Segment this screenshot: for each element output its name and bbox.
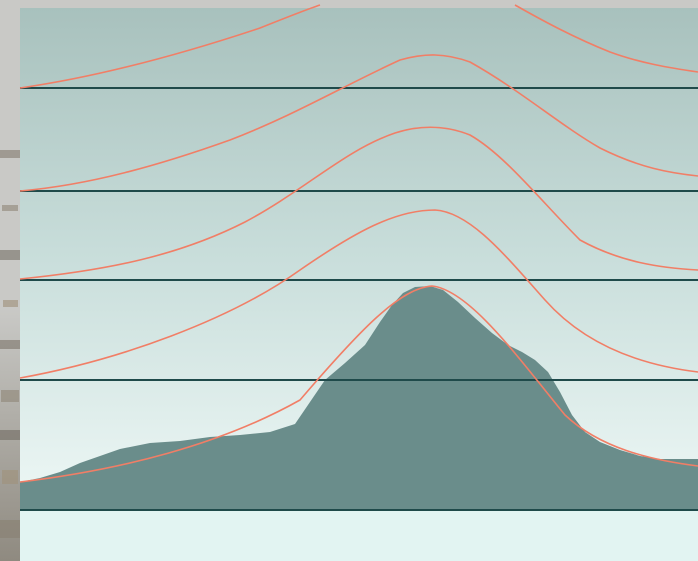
baseline-area xyxy=(20,511,698,561)
contour-curve-4 xyxy=(19,54,698,192)
terrain-profile xyxy=(20,286,698,511)
backdrop-texture xyxy=(0,150,20,538)
contour-curve-3 xyxy=(19,126,698,280)
contour-curve-2 xyxy=(19,209,698,379)
level-lines xyxy=(20,87,698,511)
contour-curve-1 xyxy=(19,285,698,483)
contour-curves xyxy=(19,4,698,483)
contour-curve-5 xyxy=(19,4,698,89)
